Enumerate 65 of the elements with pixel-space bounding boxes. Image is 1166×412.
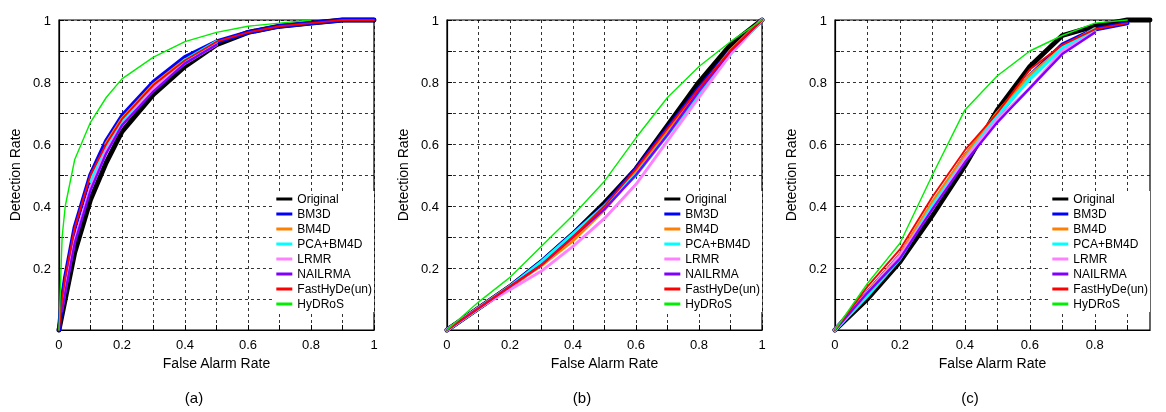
- y-tick-label: 0.6: [420, 136, 439, 152]
- x-tick-label: 0.6: [238, 337, 258, 352]
- x-tick-label: 0.2: [890, 337, 909, 352]
- y-tick-label: 0.4: [32, 198, 51, 214]
- x-tick-label: 0.4: [955, 337, 974, 352]
- legend-label: FastHyDe(un): [297, 282, 372, 296]
- y-tick-label: 0.8: [32, 74, 51, 90]
- legend-label: PCA+BM4D: [1073, 237, 1139, 251]
- text: (c): [961, 389, 979, 406]
- x-tick-label: 0.4: [563, 337, 583, 352]
- legend-label: Original: [1073, 192, 1115, 206]
- y-tick-label: 1: [43, 12, 51, 28]
- legend-label: LRMR: [1073, 252, 1108, 266]
- x-axis-title: False Alarm Rate: [162, 354, 271, 371]
- legend-label: FastHyDe(un): [1073, 282, 1148, 296]
- text: (b): [572, 389, 592, 406]
- legend-label: PCA+BM4D: [297, 237, 363, 251]
- x-axis-title: False Alarm Rate: [938, 354, 1047, 371]
- x-axis-title: False Alarm Rate: [550, 354, 659, 371]
- x-tick-label: 0: [831, 337, 839, 352]
- x-tick-label: 0.8: [301, 337, 321, 352]
- y-tick-label: 0.2: [420, 260, 439, 276]
- legend-label: Original: [685, 192, 727, 206]
- y-tick-label: 0.4: [420, 198, 439, 214]
- legend-label: HyDRoS: [297, 297, 344, 311]
- x-tick-label: 0.8: [689, 337, 709, 352]
- y-tick-label: 0.8: [420, 74, 439, 90]
- y-tick-label: 0.2: [808, 260, 827, 276]
- legend-label: BM3D: [297, 207, 331, 221]
- y-tick-label: 0.4: [808, 198, 827, 214]
- x-tick-label: 1: [370, 337, 378, 352]
- x-tick-label: 0.2: [500, 337, 520, 352]
- y-axis-title: Detection Rate: [395, 128, 411, 222]
- legend-label: BM4D: [297, 222, 331, 236]
- x-tick-label: 0.6: [626, 337, 646, 352]
- legend-label: NAILRMA: [297, 267, 351, 281]
- y-tick-label: 1: [431, 12, 439, 28]
- legend-label: NAILRMA: [1073, 267, 1127, 281]
- legend-label: LRMR: [297, 252, 332, 266]
- x-tick-label: 0: [443, 337, 451, 352]
- x-tick-label: 0: [55, 337, 63, 352]
- text: (a): [184, 389, 204, 406]
- y-tick-label: 0.2: [32, 260, 51, 276]
- legend-label: BM4D: [685, 222, 719, 236]
- legend-label: FastHyDe(un): [685, 282, 760, 296]
- x-tick-label: 1: [758, 337, 766, 352]
- x-tick-label: 0.6: [1020, 337, 1039, 352]
- x-tick-label: 0.8: [1085, 337, 1104, 352]
- legend-label: LRMR: [685, 252, 720, 266]
- legend-label: Original: [297, 192, 339, 206]
- y-tick-label: 0.6: [32, 136, 51, 152]
- x-tick-label: 0.2: [112, 337, 132, 352]
- legend-label: HyDRoS: [1073, 297, 1120, 311]
- legend-label: PCA+BM4D: [685, 237, 751, 251]
- y-tick-label: 0.8: [808, 74, 827, 90]
- legend-label: BM3D: [1073, 207, 1107, 221]
- legend-label: BM3D: [685, 207, 719, 221]
- legend-label: NAILRMA: [685, 267, 739, 281]
- legend-label: BM4D: [1073, 222, 1107, 236]
- y-tick-label: 1: [819, 12, 827, 28]
- y-axis-title: Detection Rate: [7, 128, 23, 222]
- legend-label: HyDRoS: [685, 297, 732, 311]
- x-tick-label: 0.4: [175, 337, 195, 352]
- y-axis-title: Detection Rate: [783, 128, 799, 222]
- y-tick-label: 0.6: [808, 136, 827, 152]
